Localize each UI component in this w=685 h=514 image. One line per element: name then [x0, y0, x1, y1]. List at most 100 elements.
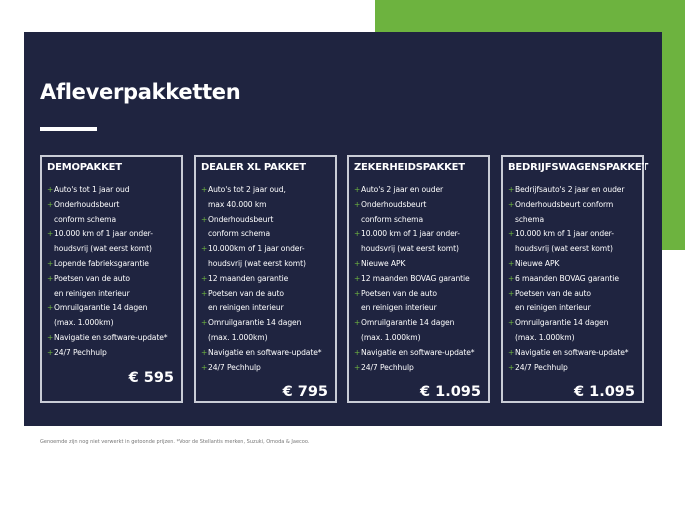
feature-text: Omruilgarantie 14 dagen: [54, 303, 148, 313]
package-price: € 795: [282, 384, 328, 401]
feature-text: Navigatie en software-update*: [208, 347, 322, 357]
feature-text: houdsvrij (wat eerst komt): [361, 244, 459, 254]
feature-item: +10.000 km of 1 jaar onder-houdsvrij (wa…: [508, 227, 638, 257]
feature-item: +Lopende fabrieksgarantie: [47, 257, 177, 272]
feature-item: +Auto's 2 jaar en ouder: [354, 183, 484, 198]
feature-list: +Auto's tot 2 jaar oud, max 40.000 km +Ond…: [201, 183, 331, 375]
feature-text: houdsvrij (wat eerst komt): [515, 244, 613, 254]
feature-text: 24/7 Pechhulp: [54, 347, 107, 357]
feature-item: +24/7 Pechhulp: [354, 361, 484, 376]
feature-item: +Poetsen van de auto en reinigen interieu…: [201, 287, 331, 317]
feature-text: en reinigen interieur: [54, 288, 130, 298]
plus-icon: +: [508, 288, 515, 298]
feature-text: Poetsen van de auto: [361, 288, 437, 298]
feature-text: Onderhoudsbeurt: [54, 199, 120, 209]
plus-icon: +: [47, 199, 54, 209]
feature-text: Onderhoudsbeurt: [361, 199, 427, 209]
feature-list: +Auto's tot 1 jaar oud +Onderhoudsbeurt co…: [47, 183, 177, 361]
plus-icon: +: [508, 199, 515, 209]
package-price: € 1.095: [573, 384, 635, 401]
feature-text: Omruilgarantie 14 dagen: [361, 318, 455, 328]
feature-text: (max. 1.000km): [515, 332, 575, 342]
feature-text: houdsvrij (wat eerst komt): [54, 244, 152, 254]
plus-icon: +: [354, 273, 361, 283]
feature-text: 24/7 Pechhulp: [208, 362, 261, 372]
plus-icon: +: [47, 229, 54, 239]
title-underline: [40, 127, 97, 131]
plus-icon: +: [508, 185, 515, 194]
feature-item: +Navigatie en software-update*: [47, 331, 177, 346]
plus-icon: +: [354, 347, 361, 357]
feature-text: 12 maanden garantie: [208, 273, 289, 283]
feature-text: 24/7 Pechhulp: [361, 362, 414, 372]
plus-icon: +: [201, 288, 208, 298]
package-name: BEDRIJFSWAGENSPAKKET: [508, 162, 649, 173]
package-price: € 1.095: [419, 384, 481, 401]
plus-icon: +: [47, 185, 54, 194]
package-card: DEALER XL PAKKET +Auto's tot 2 jaar oud, m…: [193, 154, 338, 404]
feature-text: Poetsen van de auto: [515, 288, 591, 298]
feature-item: +Onderhoudsbeurt conform schema: [508, 198, 638, 228]
feature-text: conform schema: [361, 214, 424, 224]
feature-text: Navigatie en software-update*: [515, 347, 629, 357]
feature-text: Omruilgarantie 14 dagen: [515, 318, 609, 328]
plus-icon: +: [508, 229, 515, 239]
feature-item: +Navigatie en software-update*: [508, 346, 638, 361]
page-title: Afleverpakketten: [40, 80, 241, 104]
plus-icon: +: [201, 214, 208, 224]
feature-item: +Onderhoudsbeurt conform schema: [47, 198, 177, 228]
feature-item: +Navigatie en software-update*: [201, 346, 331, 361]
feature-text: 24/7 Pechhulp: [515, 362, 568, 372]
package-card: DEMOPAKKET +Auto's tot 1 jaar oud +Onderho…: [39, 154, 184, 404]
plus-icon: +: [201, 318, 208, 328]
feature-item: +Nieuwe APK: [354, 257, 484, 272]
plus-icon: +: [201, 273, 208, 283]
feature-text: Onderhoudsbeurt: [208, 214, 274, 224]
feature-text: en reinigen interieur: [361, 303, 437, 313]
feature-item: +Omruilgarantie 14 dagen (max. 1.000km): [201, 316, 331, 346]
plus-icon: +: [508, 362, 515, 372]
feature-list: +Auto's 2 jaar en ouder +Onderhoudsbeurt c…: [354, 183, 484, 375]
feature-item: +Auto's tot 1 jaar oud: [47, 183, 177, 198]
feature-item: +Omruilgarantie 14 dagen (max. 1.000km): [354, 316, 484, 346]
plus-icon: +: [508, 318, 515, 328]
package-name: DEMOPAKKET: [47, 162, 122, 173]
plus-icon: +: [47, 332, 54, 342]
feature-item: +Poetsen van de auto en reinigen interieu…: [47, 272, 177, 302]
feature-item: +Poetsen van de auto en reinigen interieu…: [354, 287, 484, 317]
plus-icon: +: [354, 185, 361, 194]
feature-text: (max. 1.000km): [208, 332, 268, 342]
feature-item: +24/7 Pechhulp: [47, 346, 177, 361]
plus-icon: +: [354, 288, 361, 298]
feature-text: en reinigen interieur: [515, 303, 591, 313]
feature-text: Omruilgarantie 14 dagen: [208, 318, 302, 328]
packages-panel: Afleverpakketten DEMOPAKKET +Auto's tot 1…: [24, 32, 662, 426]
feature-item: +6 maanden BOVAG garantie: [508, 272, 638, 287]
feature-item: +12 maanden garantie: [201, 272, 331, 287]
feature-item: +24/7 Pechhulp: [201, 361, 331, 376]
package-name: ZEKERHEIDSPAKKET: [354, 162, 465, 173]
footnote: Genoemde zijn nog niet verwerkt in getoo…: [40, 439, 310, 445]
plus-icon: +: [354, 199, 361, 209]
package-name: DEALER XL PAKKET: [201, 162, 306, 173]
plus-icon: +: [201, 347, 208, 357]
plus-icon: +: [201, 362, 208, 372]
plus-icon: +: [508, 258, 515, 268]
feature-text: schema: [515, 214, 545, 224]
feature-item: +Nieuwe APK: [508, 257, 638, 272]
feature-item: +Omruilgarantie 14 dagen (max. 1.000km): [47, 301, 177, 331]
plus-icon: +: [354, 258, 361, 268]
feature-text: 10.000 km of 1 jaar onder-: [361, 229, 460, 239]
feature-text: Nieuwe APK: [515, 258, 560, 268]
plus-icon: +: [47, 258, 54, 268]
feature-text: Onderhoudsbeurt conform: [515, 199, 614, 209]
plus-icon: +: [508, 273, 515, 283]
feature-text: Bedrijfsauto's 2 jaar en ouder: [515, 185, 625, 194]
feature-text: houdsvrij (wat eerst komt): [208, 258, 306, 268]
feature-text: conform schema: [54, 214, 117, 224]
feature-text: conform schema: [208, 229, 271, 239]
feature-item: +10.000 km of 1 jaar onder-houdsvrij (wa…: [354, 227, 484, 257]
plus-icon: +: [354, 362, 361, 372]
feature-list: +Bedrijfsauto's 2 jaar en ouder +Onderhou…: [508, 183, 638, 375]
feature-text: 12 maanden BOVAG garantie: [361, 273, 470, 283]
